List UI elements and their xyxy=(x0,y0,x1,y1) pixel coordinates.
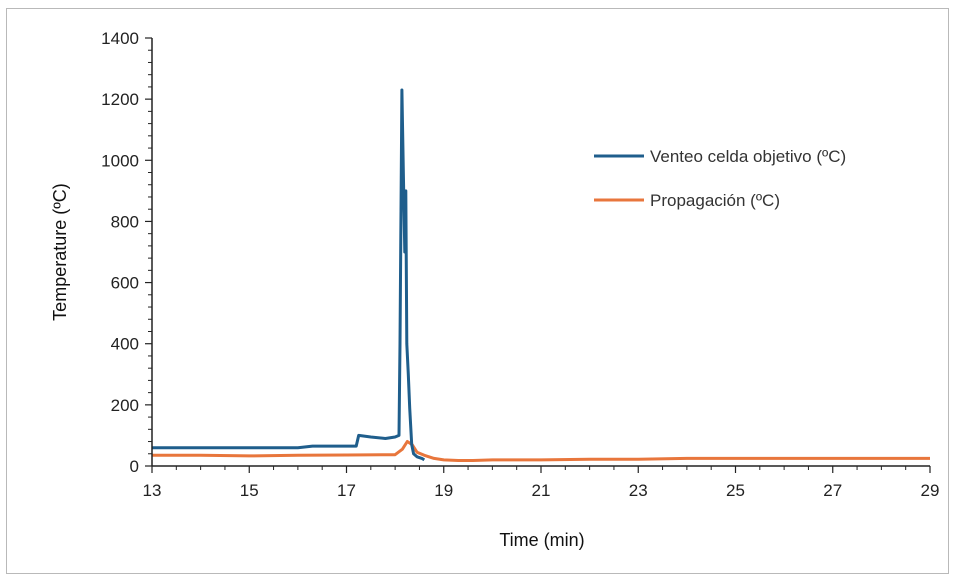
series-lines xyxy=(152,88,930,462)
x-tick-label: 23 xyxy=(629,481,648,500)
y-tick-label: 1400 xyxy=(101,29,139,48)
series-line-propagacion xyxy=(152,440,930,462)
x-tick-label: 21 xyxy=(532,481,551,500)
series-line-venteo xyxy=(152,88,426,462)
y-tick-label: 0 xyxy=(130,457,139,476)
legend: Venteo celda objetivo (ºC) Propagación (… xyxy=(594,147,846,210)
legend-label-venteo: Venteo celda objetivo (ºC) xyxy=(650,147,846,166)
legend-label-propagacion: Propagación (ºC) xyxy=(650,191,780,210)
x-tick-label: 19 xyxy=(434,481,453,500)
y-tick-label: 1200 xyxy=(101,90,139,109)
x-tick-label: 29 xyxy=(921,481,940,500)
x-tick-label: 27 xyxy=(823,481,842,500)
x-axis-title: Time (min) xyxy=(499,530,584,550)
x-axis-ticks: 13 15 17 19 21 23 25 27 29 xyxy=(143,466,940,500)
chart-frame xyxy=(6,8,949,574)
x-tick-label: 17 xyxy=(337,481,356,500)
y-axis-ticks: 0 200 400 600 800 1000 1200 1400 xyxy=(101,29,152,476)
y-axis-title: Temperature (ºC) xyxy=(50,183,70,321)
x-tick-label: 15 xyxy=(240,481,259,500)
y-tick-label: 200 xyxy=(111,396,139,415)
x-tick-label: 13 xyxy=(143,481,162,500)
y-tick-label: 1000 xyxy=(101,151,139,170)
y-tick-label: 400 xyxy=(111,335,139,354)
x-tick-label: 25 xyxy=(726,481,745,500)
y-tick-label: 600 xyxy=(111,274,139,293)
y-tick-label: 800 xyxy=(111,212,139,231)
